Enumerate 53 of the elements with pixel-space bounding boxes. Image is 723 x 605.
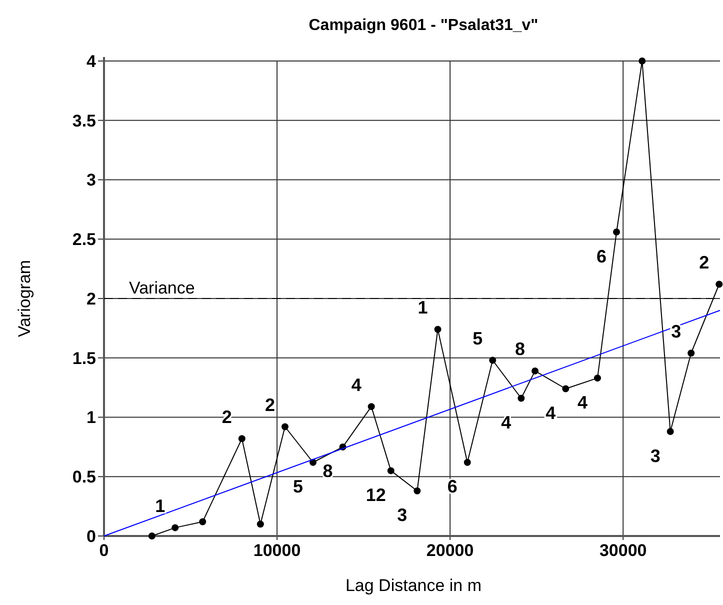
point — [148, 532, 156, 540]
y-tick-label: 4 — [86, 52, 97, 71]
point — [172, 524, 179, 532]
point — [688, 350, 695, 357]
annotation: 6 — [596, 246, 607, 266]
y-tick-label: 0.5 — [72, 468, 96, 487]
annotation: 5 — [472, 328, 483, 349]
point — [464, 458, 471, 466]
y-tick-label: 1 — [86, 408, 96, 428]
annotation: 3 — [397, 505, 408, 526]
annotation: 2 — [264, 395, 275, 416]
y-tick-label: 1.5 — [72, 348, 96, 368]
point — [666, 428, 674, 435]
annotation: 2 — [699, 252, 710, 273]
point — [434, 326, 442, 333]
x-tick-label: 30000 — [599, 541, 647, 560]
y-tick-label: 2.5 — [72, 230, 96, 250]
point — [638, 58, 646, 64]
point — [562, 385, 570, 392]
point — [489, 356, 496, 364]
annotation: 5 — [293, 476, 304, 497]
point — [199, 518, 206, 526]
annotation: 4 — [577, 392, 588, 412]
y-tick-label: 2 — [86, 289, 96, 308]
y-tick-label: 3.5 — [72, 111, 96, 130]
annotation: 1 — [418, 298, 428, 318]
y-axis-title: Variogram — [15, 260, 34, 338]
x-tick-label: 10000 — [253, 541, 301, 560]
point — [238, 435, 246, 442]
point — [387, 467, 394, 474]
annotation: 1 — [155, 496, 166, 516]
annotation: 4 — [351, 374, 362, 395]
point — [532, 367, 539, 374]
point — [256, 520, 264, 528]
y-tick-label: 3 — [86, 170, 96, 190]
point — [716, 280, 723, 288]
y-tick-label: 0 — [86, 526, 96, 546]
annotation: 3 — [671, 321, 682, 342]
chart-title: Campaign 9601 - "Psalat31_v" — [308, 17, 538, 34]
point — [281, 423, 288, 430]
point — [368, 403, 375, 410]
ref-line-label: Variance — [129, 278, 195, 298]
point — [518, 394, 525, 402]
x-tick-label: 0 — [99, 541, 109, 560]
point — [613, 228, 620, 236]
x-tick-label: 20000 — [426, 541, 474, 560]
annotation: 4 — [501, 412, 512, 433]
point — [414, 487, 421, 494]
annotation: 3 — [650, 446, 660, 466]
point — [594, 374, 601, 382]
x-axis-title: Lag Distance in m — [345, 576, 482, 595]
annotation: 8 — [515, 339, 526, 360]
annotation: 12 — [366, 484, 386, 505]
